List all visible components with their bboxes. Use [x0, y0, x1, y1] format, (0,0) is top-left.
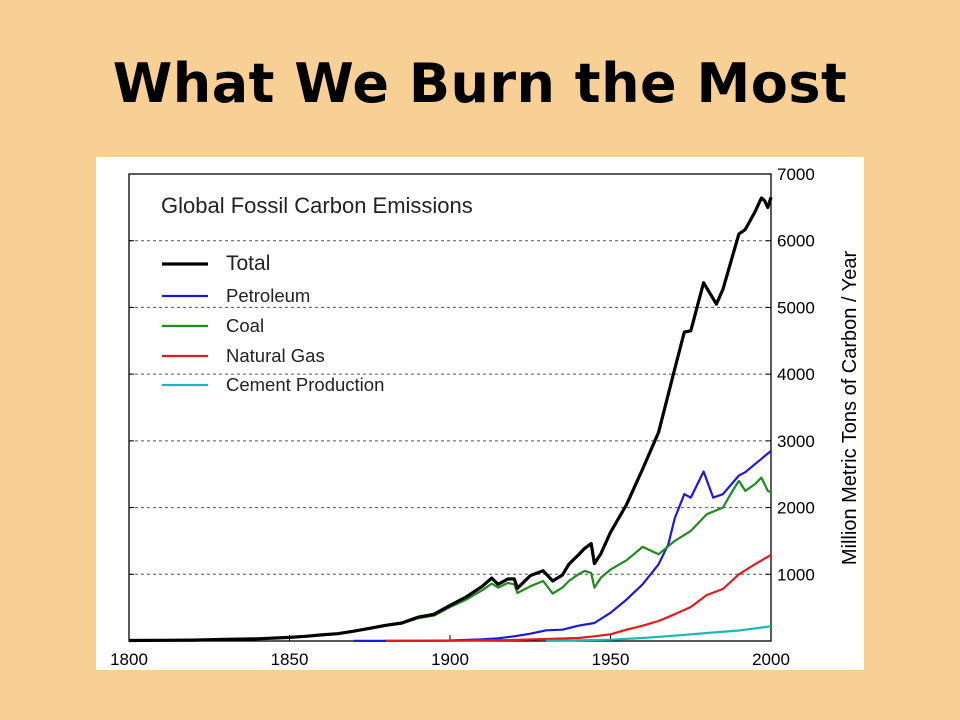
y-tick-label: 4000: [777, 365, 815, 384]
series-lines: [128, 196, 773, 643]
y-tick-label: 6000: [777, 232, 815, 251]
grid-lines: [129, 240, 771, 575]
legend-label: Petroleum: [226, 285, 310, 306]
y-tick-label: 2000: [777, 499, 815, 518]
plot-frame: [128, 173, 772, 642]
legend-label: Total: [226, 252, 270, 275]
y-tick-label: 1000: [777, 565, 815, 584]
y-tick-label: 5000: [777, 298, 815, 317]
x-tick-label: 1800: [110, 650, 148, 669]
x-tick-label: 2000: [752, 650, 790, 669]
axis-ticks: 1000 2000 3000 4000 5000 6000 7000 1800 1850 1900…: [110, 165, 815, 669]
series-line-natural-gas: [385, 553, 772, 642]
series-line-total: [128, 196, 773, 643]
x-tick-label: 1950: [592, 650, 630, 669]
series-line-petroleum: [353, 450, 772, 642]
legend-label: Cement Production: [226, 374, 384, 395]
y-axis-label: Million Metric Tons of Carbon / Year: [839, 251, 861, 566]
legend-label: Natural Gas: [226, 345, 325, 366]
legend-label: Coal: [226, 315, 264, 336]
x-tick-label: 1850: [271, 650, 309, 669]
slide-title: What We Burn the Most: [112, 52, 848, 115]
y-tick-label: 7000: [777, 165, 815, 184]
series-line-cement-production: [546, 625, 772, 642]
emissions-chart: 1000 2000 3000 4000 5000 6000 7000 1800 1850 1900…: [110, 165, 861, 669]
chart-title: Global Fossil Carbon Emissions: [161, 193, 473, 218]
legend: Total Petroleum Coal Natural Gas Cement Prod…: [162, 252, 384, 395]
series-line-coal: [128, 476, 772, 642]
y-tick-label: 3000: [777, 432, 815, 451]
chart-panel: 1000 2000 3000 4000 5000 6000 7000 1800 1850 1900…: [96, 157, 864, 670]
x-tick-label: 1900: [431, 650, 469, 669]
